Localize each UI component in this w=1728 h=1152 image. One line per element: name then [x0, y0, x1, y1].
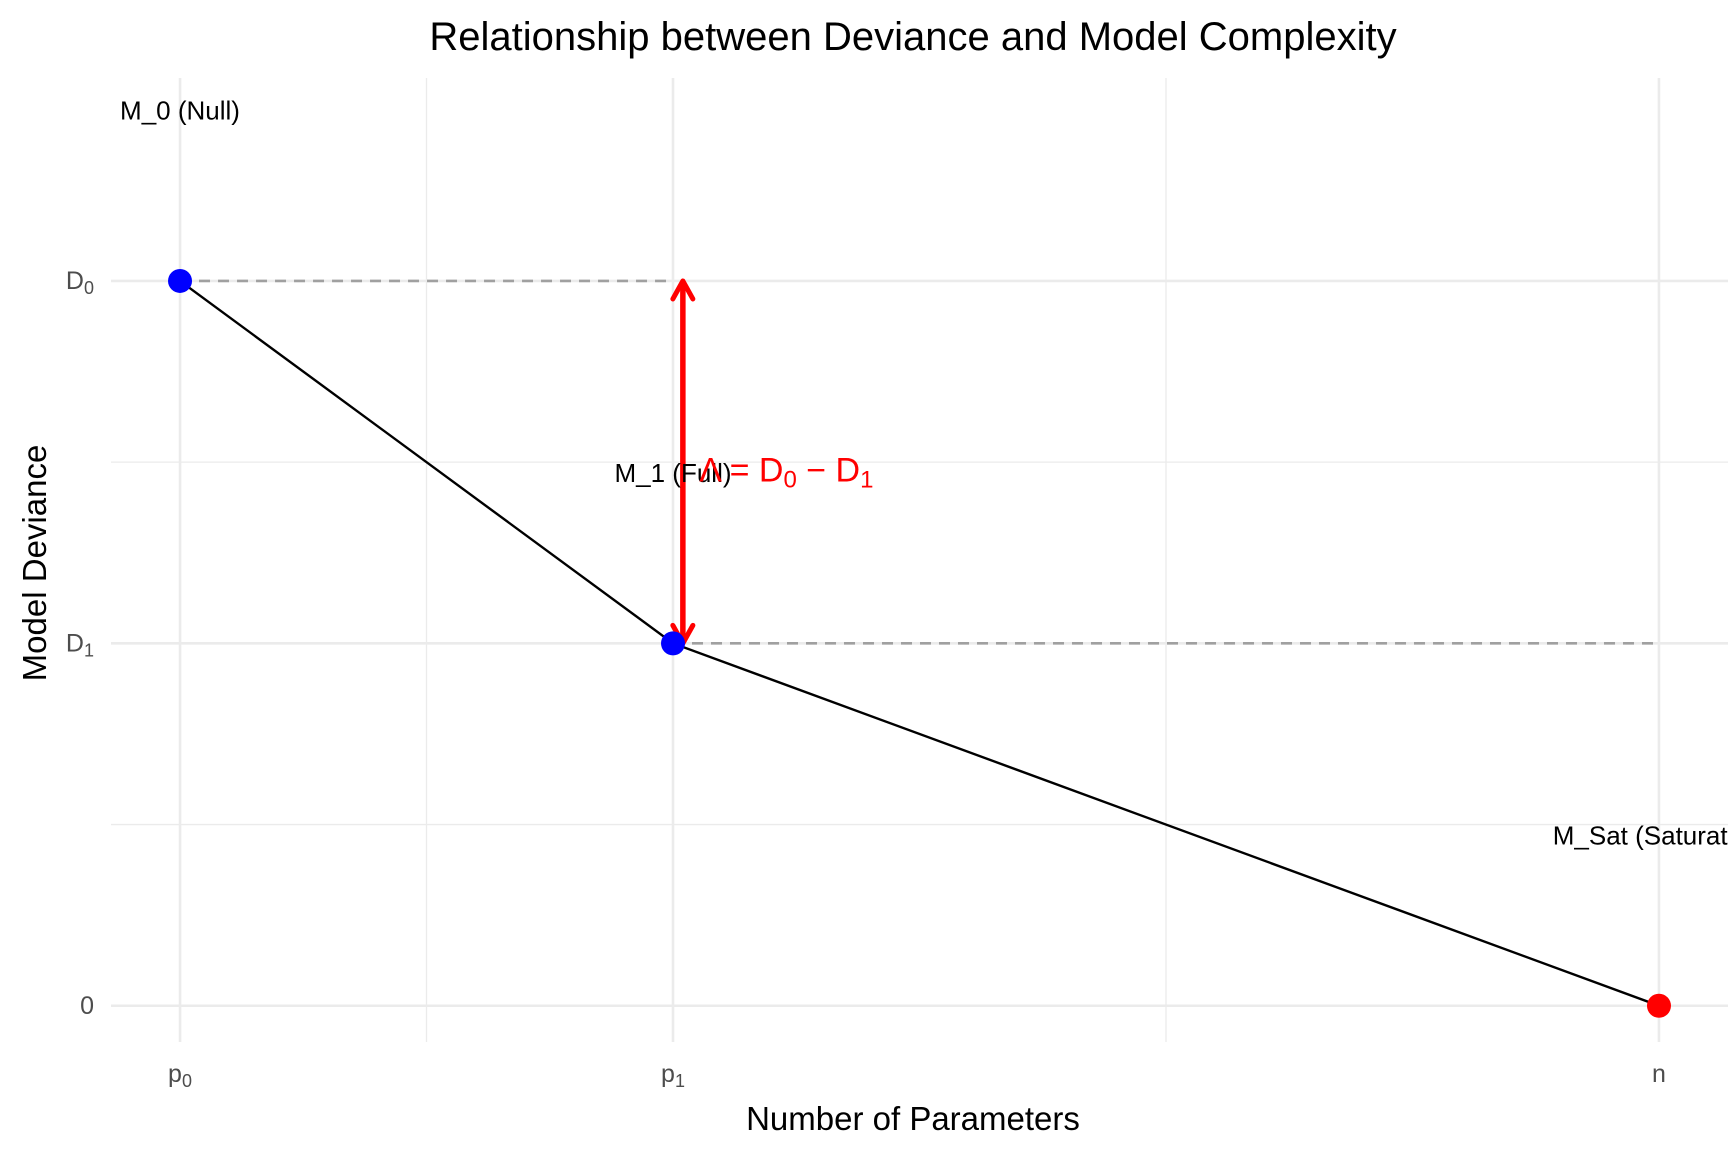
arrow-head-top: [670, 278, 696, 302]
x-axis-ticks: p0 p1 n: [168, 1060, 1666, 1091]
grid: [111, 78, 1728, 1042]
model-points: [168, 268, 1671, 1018]
y-tick-label: 0: [80, 992, 94, 1020]
lambda-annotation: Λ = D0 − D1: [699, 451, 873, 493]
model-label: M_0 (Null): [120, 96, 240, 126]
y-tick-label: D1: [66, 629, 94, 660]
x-tick-label: p1: [661, 1060, 685, 1091]
reference-lines: [180, 279, 1659, 645]
model-label: M_1 (Full): [614, 458, 731, 488]
model-point: [661, 631, 686, 656]
y-axis-label: Model Deviance: [16, 445, 53, 682]
model-point: [1646, 993, 1671, 1018]
x-tick-label: n: [1652, 1060, 1666, 1088]
chart-title: Relationship between Deviance and Model …: [429, 15, 1396, 59]
model-point: [168, 268, 193, 293]
x-tick-label: p0: [168, 1060, 192, 1091]
model-label: M_Sat (Saturated): [1553, 820, 1728, 850]
x-axis-label: Number of Parameters: [746, 1100, 1080, 1137]
lambda-annotation-text: Λ = D0 − D1: [699, 451, 873, 493]
y-axis-ticks: 0 D1 D0: [66, 267, 94, 1020]
y-tick-label: D0: [66, 267, 94, 298]
model-labels: M_0 (Null) M_1 (Full) M_Sat (Saturated): [120, 96, 1728, 851]
